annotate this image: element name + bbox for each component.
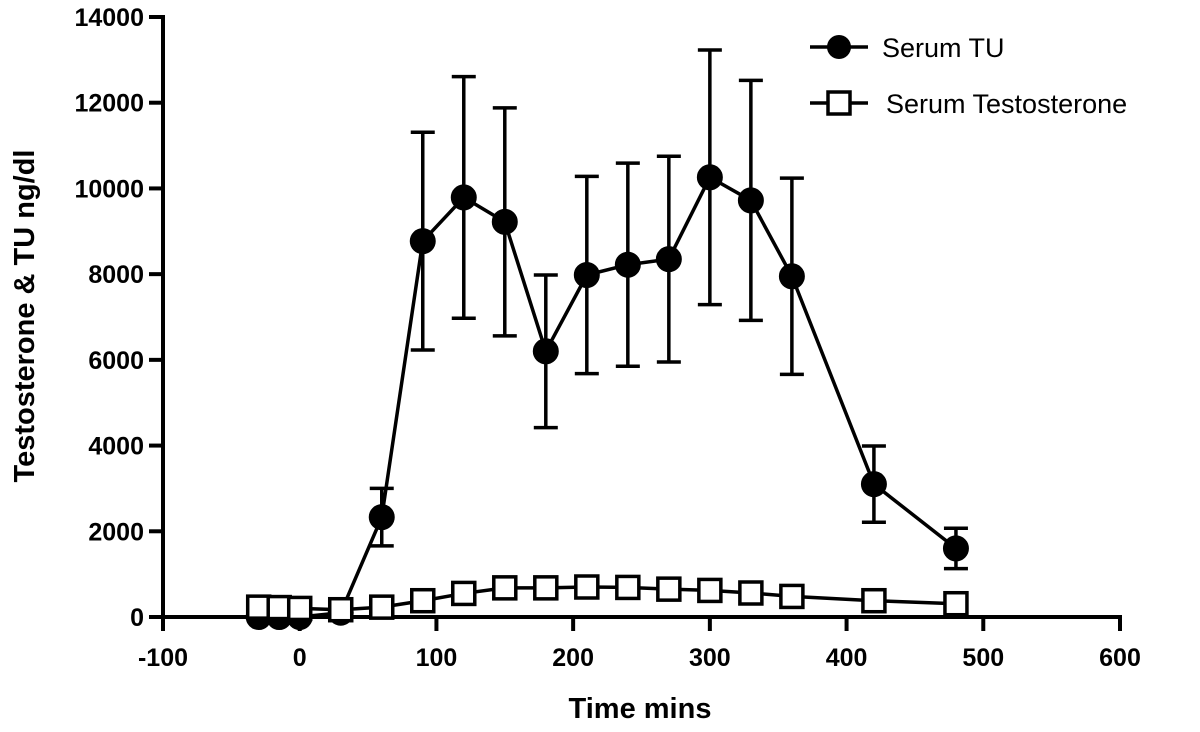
data-point <box>696 164 723 191</box>
data-point <box>656 576 682 602</box>
legend-label: Serum Testosterone <box>886 89 1127 119</box>
y-tick-label: 8000 <box>88 261 144 289</box>
series-0 <box>245 48 969 630</box>
series-1 <box>245 574 969 623</box>
legend: Serum TU Serum Testosterone <box>810 33 1127 119</box>
y-tick-label: 10000 <box>74 175 144 203</box>
data-point <box>492 575 518 601</box>
data-point <box>779 583 805 610</box>
x-tick-label: 200 <box>552 644 594 672</box>
data-point <box>410 587 436 614</box>
data-point <box>861 587 887 614</box>
data-point <box>655 246 682 273</box>
data-point <box>451 580 477 607</box>
data-point <box>860 471 887 498</box>
legend-label: Serum TU <box>882 33 1005 63</box>
x-tick-label: 600 <box>1099 644 1141 672</box>
x-tick-label: 400 <box>826 644 868 672</box>
data-point <box>943 590 969 617</box>
data-point <box>697 577 723 604</box>
data-point <box>778 263 805 290</box>
y-tick-label: 2000 <box>88 518 144 546</box>
legend-item-1: Serum Testosterone <box>810 89 1127 119</box>
data-point <box>573 262 600 288</box>
y-axis-title: Testosterone & TU ng/dl <box>9 150 41 483</box>
x-tick-label: 500 <box>962 644 1004 672</box>
data-point <box>450 184 477 211</box>
y-tick-label: 0 <box>130 604 144 632</box>
data-point <box>491 208 518 235</box>
data-point <box>615 574 641 601</box>
series-line <box>258 585 957 612</box>
x-tick-label: 0 <box>293 644 307 672</box>
legend-item-0: Serum TU <box>810 33 1005 63</box>
data-point <box>532 338 559 365</box>
data-point <box>266 594 292 621</box>
plot-area <box>245 48 969 630</box>
x-axis-title: Time mins <box>569 693 712 725</box>
data-point <box>368 504 395 531</box>
data-point <box>738 580 764 606</box>
data-point <box>942 535 969 562</box>
x-tick-label: 100 <box>416 644 458 672</box>
y-tick-label: 12000 <box>74 90 144 118</box>
data-point <box>533 575 559 601</box>
y-tick-label: 4000 <box>88 433 144 461</box>
data-point <box>574 574 600 600</box>
data-point <box>368 594 395 620</box>
series-line <box>258 175 958 619</box>
x-tick-label: -100 <box>138 644 188 672</box>
legend-marker <box>826 90 852 116</box>
data-point <box>245 594 272 620</box>
data-point <box>409 228 436 255</box>
y-tick-label: 14000 <box>74 4 144 32</box>
data-point <box>286 595 313 622</box>
data-point <box>737 187 764 214</box>
axes: 0 2000 4000 6000 8000 10000 12000 14000 -100 0 100… <box>74 4 1140 672</box>
x-tick-label: 300 <box>689 644 731 672</box>
data-point <box>327 596 354 623</box>
y-tick-label: 6000 <box>88 347 144 375</box>
legend-marker <box>827 35 851 59</box>
data-point <box>614 251 641 278</box>
